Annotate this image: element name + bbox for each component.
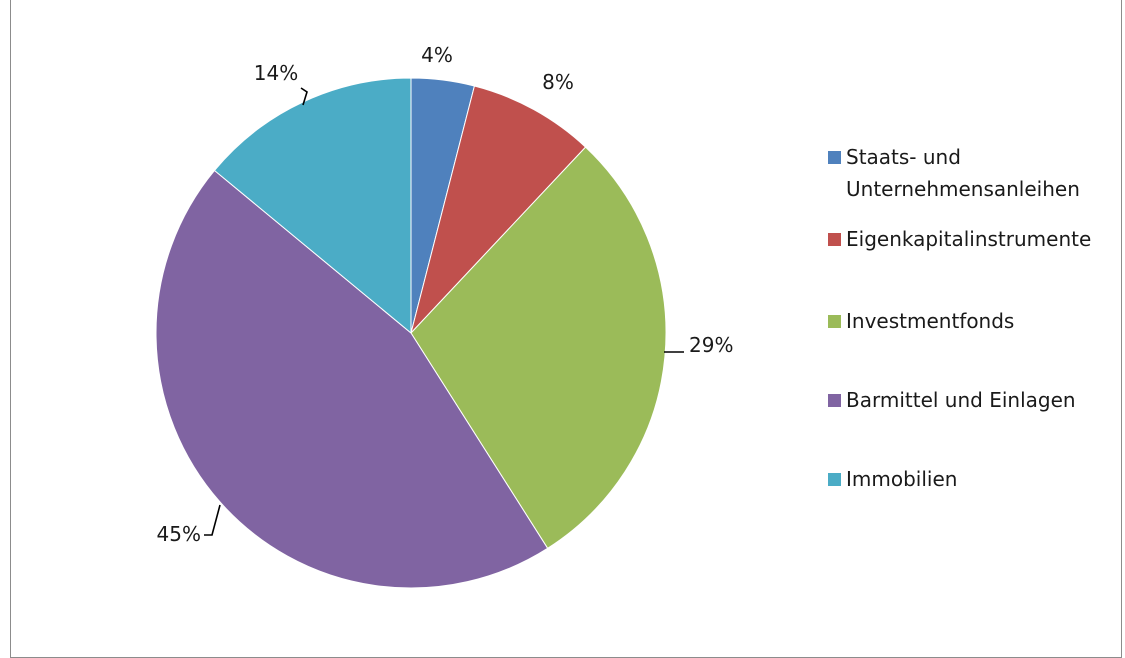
legend-label: Staats- und Unternehmensanleihen (846, 145, 1080, 201)
legend-item-staats-und-unternehmensanleihen: Staats- und Unternehmensanleihen (828, 145, 1080, 201)
legend-swatch (828, 151, 841, 164)
pie-slice-immobilien (213, 77, 412, 335)
legend-swatch (828, 394, 841, 407)
legend-swatch (828, 473, 841, 486)
legend-swatch (828, 315, 841, 328)
leader-line-barmittel-und-einlagen (204, 504, 221, 536)
data-labels: 4% 8% 29% 45% 14% (157, 43, 734, 546)
legend-item-eigenkapitalinstrumente: Eigenkapitalinstrumente (828, 227, 1091, 251)
legend-label: Immobilien (846, 467, 957, 491)
pie-slice-investmentfonds (410, 146, 667, 549)
legend-swatch (828, 233, 841, 246)
data-label-eigenkapitalinstrumente: 8% (542, 70, 574, 94)
data-label-barmittel-und-einlagen: 45% (157, 522, 201, 546)
pie-slice-eigenkapitalinstrumente (410, 85, 587, 334)
pie-slices (155, 77, 667, 589)
legend-label: Investmentfonds (846, 309, 1014, 333)
legend-label: Barmittel und Einlagen (846, 388, 1076, 412)
leader-line-immobilien (300, 87, 308, 106)
legend-item-barmittel-und-einlagen: Barmittel und Einlagen (828, 388, 1076, 412)
legend-item-immobilien: Immobilien (828, 467, 957, 491)
legend-item-investmentfonds: Investmentfonds (828, 309, 1014, 333)
legend: Staats- und Unternehmensanleihen Eigenkapi… (828, 145, 1091, 491)
data-label-investmentfonds: 29% (689, 333, 733, 357)
data-label-immobilien: 14% (254, 61, 298, 85)
pie-slice-barmittel-und-einlagen (155, 169, 549, 589)
data-label-staats-und-unternehmensanleihen: 4% (421, 43, 453, 67)
legend-label: Eigenkapitalinstrumente (846, 227, 1091, 251)
